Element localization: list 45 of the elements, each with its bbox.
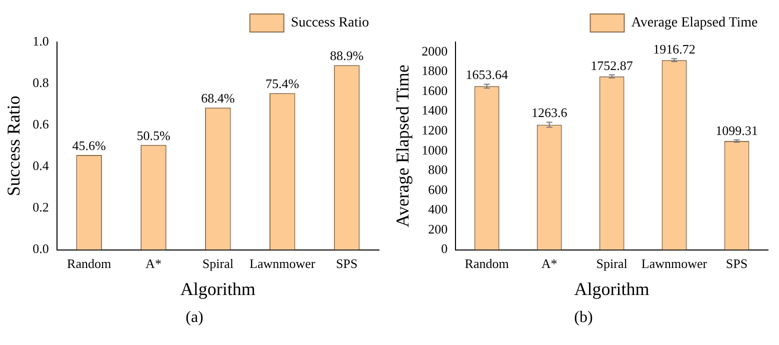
y-tick-label: 2000	[422, 43, 448, 58]
data-label: 68.4%	[201, 90, 235, 106]
x-tick-label: SPS	[726, 256, 748, 272]
y-tick-label: 0.8	[32, 74, 49, 90]
x-axis-title: Algorithm	[180, 278, 256, 299]
x-tick-label: Random	[464, 256, 509, 272]
data-label: 50.5%	[136, 128, 170, 143]
data-label: 45.6%	[72, 138, 106, 153]
data-label: 75.4%	[266, 76, 300, 92]
data-label: 88.9%	[330, 48, 364, 63]
x-tick-label: Lawnmower	[641, 256, 708, 272]
y-tick-label: 0	[441, 241, 448, 256]
y-tick-label: 1200	[422, 122, 448, 138]
y-tick-label: 600	[428, 182, 448, 197]
y-tick-label: 0.4	[32, 158, 50, 174]
legend-label: Average Elapsed Time	[631, 16, 758, 31]
text: (a)	[184, 309, 204, 327]
x-tick-label: SPS	[336, 256, 358, 272]
y-tick-label: 0.0	[32, 241, 49, 256]
x-tick-label: Random	[67, 256, 112, 272]
y-tick-label: 0.2	[32, 200, 49, 215]
x-axis-title: Algorithm	[574, 278, 650, 299]
x-tick-label: A*	[541, 256, 558, 272]
x-tick-label: Lawnmower	[250, 256, 316, 272]
y-tick-label: 400	[428, 202, 448, 217]
data-label: 1263.6	[531, 105, 568, 120]
y-tick-label: 0.6	[32, 116, 50, 132]
y-tick-label: 1400	[422, 102, 448, 118]
y-axis-title: Success Ratio	[4, 96, 24, 196]
data-label: 1653.64	[466, 67, 508, 82]
y-tick-label: 1800	[422, 63, 448, 78]
y-tick-label: 1000	[422, 142, 448, 158]
text: (b)	[573, 309, 594, 327]
legend-label: Success Ratio	[290, 16, 369, 31]
y-tick-label: 1600	[422, 82, 448, 98]
x-tick-label: A*	[146, 256, 162, 272]
x-tick-label: Spiral	[596, 256, 628, 272]
y-axis-title: Average Elapsed Time	[392, 64, 413, 228]
y-tick-label: 1.0	[32, 33, 49, 48]
data-label: 1752.87	[590, 58, 634, 73]
data-label: 1099.31	[716, 122, 758, 138]
data-label: 1916.72	[653, 42, 696, 57]
x-tick-label: Spiral	[202, 256, 234, 272]
y-tick-label: 200	[428, 221, 448, 236]
y-tick-label: 800	[428, 162, 448, 178]
